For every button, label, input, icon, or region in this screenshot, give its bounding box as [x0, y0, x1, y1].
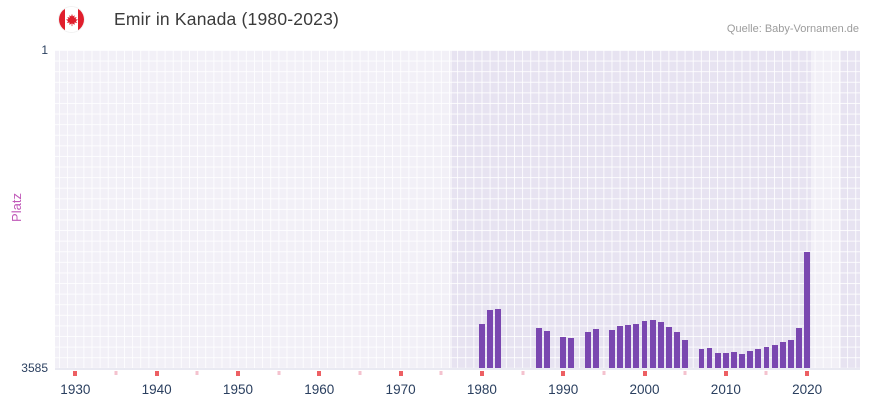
rank-bar-2005[interactable] [682, 340, 689, 368]
rank-bar-2008[interactable] [706, 347, 713, 368]
rank-bar-1994[interactable] [592, 329, 599, 368]
maple-leaf-icon [65, 13, 78, 26]
rank-bar-1996[interactable] [609, 329, 615, 368]
rank-bar-1999[interactable] [633, 323, 640, 368]
x-tick-label-1950: 1950 [222, 382, 253, 397]
x-tick-label-2000: 2000 [629, 382, 660, 397]
rank-bar-1981[interactable] [487, 309, 493, 368]
x-minor-tick-1945 [195, 371, 199, 375]
x-tick-1970 [398, 371, 403, 376]
source-attribution: Quelle: Baby-Vornamen.de [726, 23, 859, 35]
rank-bar-2010[interactable] [722, 352, 729, 368]
x-tick-2000 [642, 371, 647, 376]
plot-area[interactable] [55, 50, 860, 370]
rank-bar-2018[interactable] [787, 340, 794, 368]
x-tick-label-1930: 1930 [60, 382, 91, 397]
x-tick-label-1940: 1940 [141, 382, 172, 397]
rank-bar-1982[interactable] [495, 308, 502, 368]
x-tick-1980 [479, 371, 484, 376]
y-tick-label-bottom: 3585 [21, 361, 48, 375]
x-minor-tick-1975 [439, 371, 443, 375]
rank-bar-2003[interactable] [665, 326, 672, 368]
rank-bar-2020[interactable] [804, 252, 811, 368]
rank-bar-2002[interactable] [657, 321, 664, 368]
rank-bar-1991[interactable] [568, 337, 575, 368]
rank-bar-1987[interactable] [535, 327, 542, 368]
x-tick-2020 [805, 371, 810, 376]
shaded-region-1 [55, 50, 452, 368]
rank-bar-2014[interactable] [755, 348, 762, 368]
x-tick-label-1960: 1960 [304, 382, 335, 397]
rank-bar-2017[interactable] [779, 342, 786, 368]
flag-stripe-center [65, 7, 78, 32]
rank-bar-2009[interactable] [714, 353, 721, 368]
rank-bar-1988[interactable] [544, 331, 550, 368]
x-tick-label-1980: 1980 [466, 382, 497, 397]
rank-bar-2000[interactable] [641, 320, 648, 368]
rank-bar-2012[interactable] [739, 353, 745, 368]
rank-bar-2013[interactable] [747, 350, 754, 368]
x-minor-tick-1935 [114, 371, 118, 375]
x-tick-1950 [235, 371, 240, 376]
x-tick-label-2010: 2010 [710, 382, 741, 397]
x-tick-1930 [73, 371, 78, 376]
rank-bar-1980[interactable] [478, 324, 485, 368]
rank-bar-1990[interactable] [560, 336, 567, 368]
rank-bar-2001[interactable] [649, 320, 656, 368]
x-minor-tick-1955 [277, 371, 281, 375]
x-tick-2010 [723, 371, 728, 376]
rank-bar-2004[interactable] [674, 332, 680, 368]
chart-title: Emir in Kanada (1980-2023) [114, 9, 340, 29]
shaded-region-2 [810, 50, 842, 368]
flag-stripe-left [59, 7, 66, 32]
rank-bar-2007[interactable] [698, 348, 705, 368]
x-minor-tick-2005 [683, 371, 687, 375]
x-tick-1960 [317, 371, 322, 376]
y-tick-label-top: 1 [41, 43, 48, 57]
x-tick-label-1970: 1970 [385, 382, 416, 397]
x-tick-1990 [561, 371, 566, 376]
x-minor-tick-2015 [764, 371, 768, 375]
canada-flag-icon [59, 7, 84, 32]
x-tick-label-1990: 1990 [548, 382, 579, 397]
rank-bar-2015[interactable] [763, 346, 770, 368]
rank-bar-1993[interactable] [584, 331, 591, 368]
rank-bar-2019[interactable] [796, 327, 802, 368]
rank-bar-2016[interactable] [771, 344, 778, 368]
x-minor-tick-1985 [521, 371, 525, 375]
rank-bar-2011[interactable] [731, 351, 737, 368]
x-minor-tick-1965 [358, 371, 362, 375]
x-tick-label-2020: 2020 [792, 382, 823, 397]
x-axis: 1930 1940 1950 1960 1970 1980 1990 2000 2010 2020 [55, 371, 860, 403]
x-minor-tick-1995 [602, 371, 606, 375]
y-axis-title: Platz [8, 193, 24, 222]
rank-bar-1997[interactable] [617, 326, 624, 368]
x-tick-1940 [154, 371, 159, 376]
flag-stripe-right [77, 7, 84, 32]
rank-bar-1998[interactable] [625, 324, 632, 368]
